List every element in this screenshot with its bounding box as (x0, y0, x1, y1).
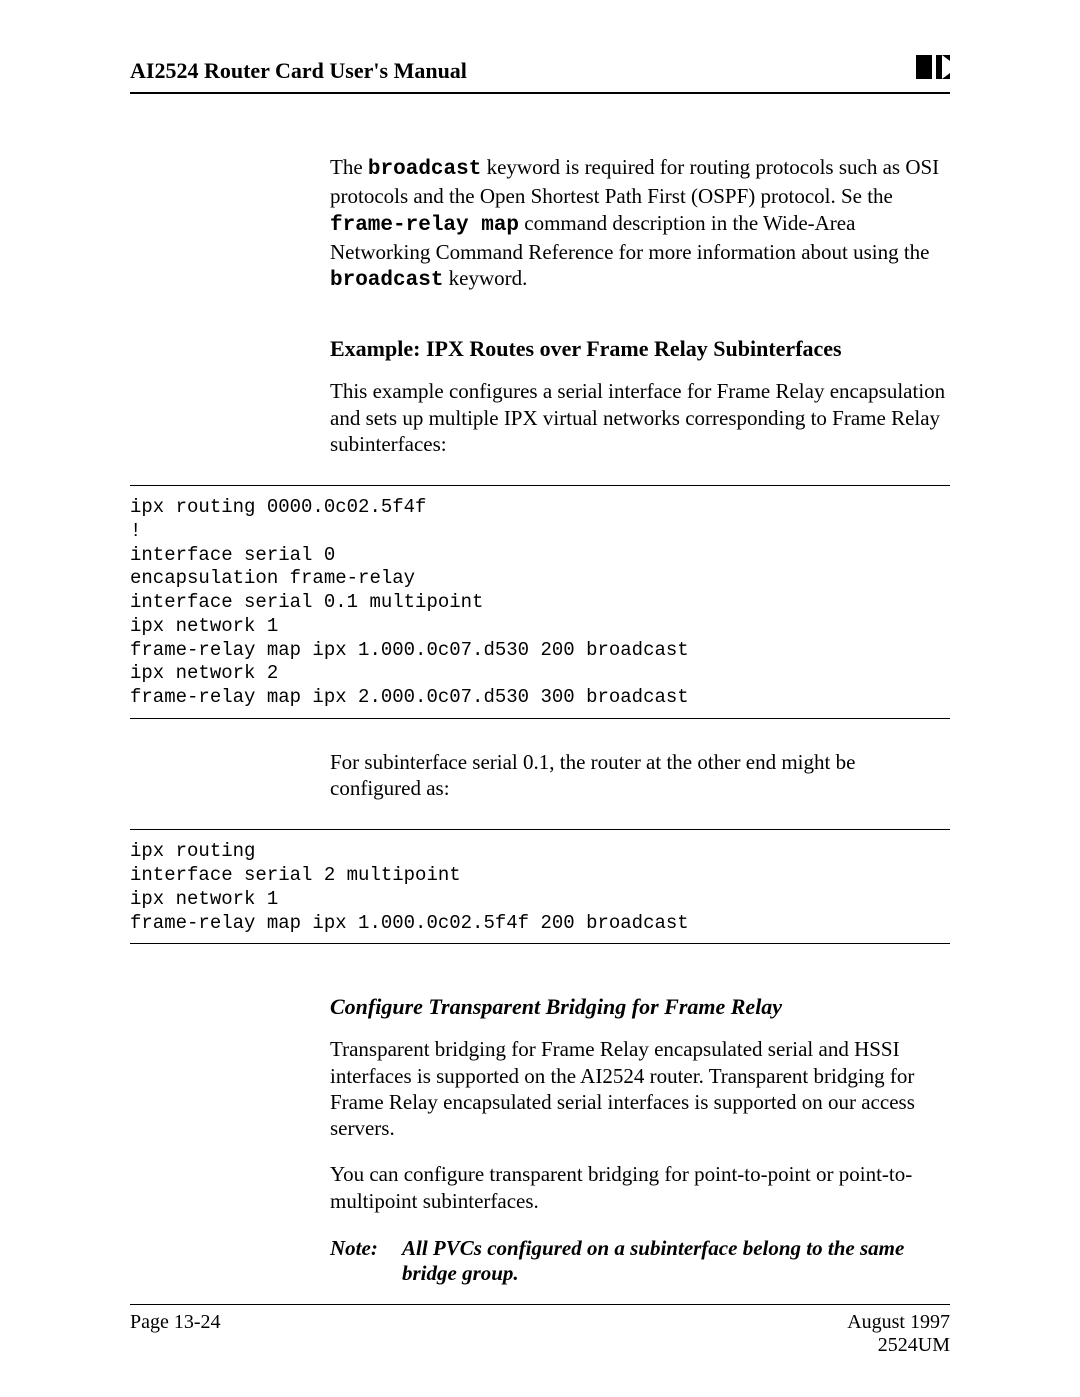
code-rule-bottom (130, 943, 950, 944)
code-block-1: ipx routing 0000.0c02.5f4f ! interface s… (130, 496, 950, 710)
code-rule-top (130, 829, 950, 830)
note-block: Note: All PVCs configured on a subinterf… (330, 1236, 950, 1286)
header-title: AI2524 Router Card User's Manual (130, 58, 467, 84)
paragraph-example-intro: This example configures a serial interfa… (330, 378, 950, 457)
footer-page: Page 13-24 (130, 1311, 221, 1357)
code-rule-top (130, 485, 950, 486)
heading-example: Example: IPX Routes over Frame Relay Sub… (330, 336, 950, 362)
note-body: All PVCs configured on a subinterface be… (402, 1236, 950, 1286)
footer-date: August 1997 (847, 1311, 950, 1334)
code-block-2: ipx routing interface serial 2 multipoin… (130, 840, 950, 935)
keyword-frame-relay-map: frame-relay map (330, 214, 519, 237)
page-footer: Page 13-24 August 1997 2524UM (130, 1304, 950, 1357)
code-rule-bottom (130, 718, 950, 719)
heading-bridging: Configure Transparent Bridging for Frame… (330, 994, 950, 1020)
page-header: AI2524 Router Card User's Manual (130, 55, 950, 92)
text: The (330, 155, 368, 179)
footer-row: Page 13-24 August 1997 2524UM (130, 1311, 950, 1357)
page: AI2524 Router Card User's Manual The bro… (0, 0, 1080, 1397)
paragraph-broadcast: The broadcast keyword is required for ro… (330, 154, 950, 294)
header-rule (130, 92, 950, 94)
footer-right: August 1997 2524UM (847, 1311, 950, 1357)
paragraph-bridging-1: Transparent bridging for Frame Relay enc… (330, 1036, 950, 1141)
note-label: Note: (330, 1236, 402, 1286)
ai-logo-icon (916, 55, 950, 84)
keyword-broadcast: broadcast (330, 269, 443, 292)
footer-doc: 2524UM (847, 1334, 950, 1357)
paragraph-bridging-2: You can configure transparent bridging f… (330, 1161, 950, 1214)
text: keyword. (443, 266, 527, 290)
footer-rule (130, 1304, 950, 1305)
keyword-broadcast: broadcast (368, 158, 481, 181)
paragraph-subinterface: For subinterface serial 0.1, the router … (330, 749, 950, 802)
